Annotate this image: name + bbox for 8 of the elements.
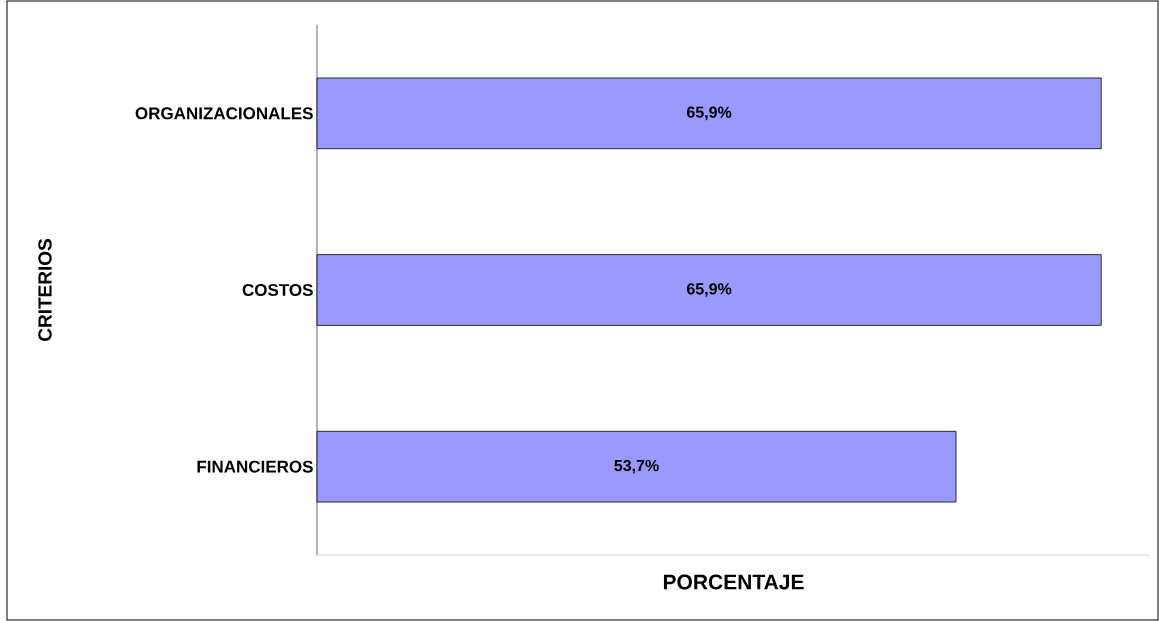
data-label: 65,9% bbox=[687, 106, 732, 121]
y-tick-label: FINANCIEROS bbox=[197, 460, 313, 473]
data-label: 65,9% bbox=[687, 283, 732, 297]
x-axis-title: PORCENTAJE bbox=[663, 574, 804, 590]
data-label: 53,7% bbox=[614, 459, 659, 474]
y-axis-title: CRITERIOS bbox=[38, 239, 52, 341]
y-tick-label: COSTOS bbox=[242, 283, 313, 297]
y-tick-label: ORGANIZACIONALES bbox=[135, 107, 313, 120]
